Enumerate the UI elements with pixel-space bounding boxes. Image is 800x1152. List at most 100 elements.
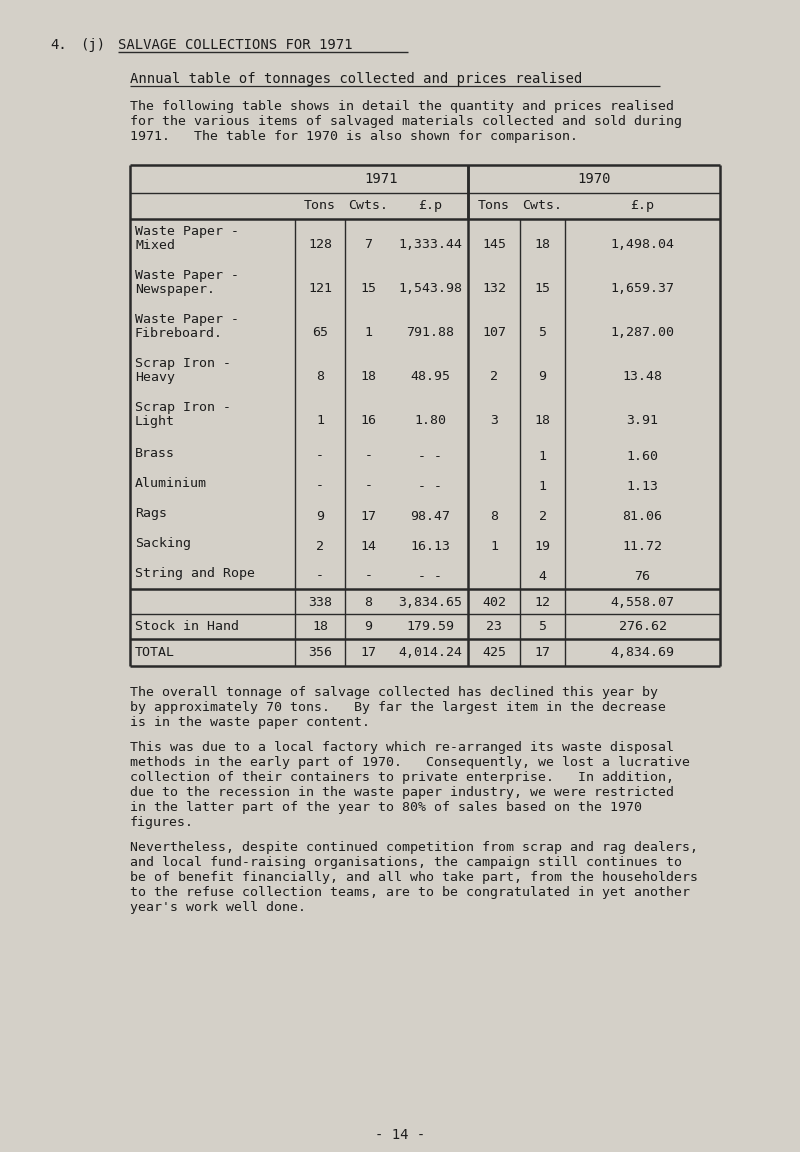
- Text: 17: 17: [361, 646, 377, 659]
- Text: £.p: £.p: [418, 199, 442, 212]
- Text: This was due to a local factory which re-arranged its waste disposal: This was due to a local factory which re…: [130, 741, 674, 755]
- Text: in the latter part of the year to 80% of sales based on the 1970: in the latter part of the year to 80% of…: [130, 801, 642, 814]
- Text: 19: 19: [534, 539, 550, 553]
- Text: Cwts.: Cwts.: [522, 199, 562, 212]
- Text: 1,659.37: 1,659.37: [610, 281, 674, 295]
- Text: 1: 1: [316, 414, 324, 426]
- Text: 76: 76: [634, 569, 650, 583]
- Text: 3,834.65: 3,834.65: [398, 596, 462, 608]
- Text: 8: 8: [490, 509, 498, 523]
- Text: Mixed: Mixed: [135, 238, 175, 252]
- Text: 9: 9: [538, 370, 546, 382]
- Text: to the refuse collection teams, are to be congratulated in yet another: to the refuse collection teams, are to b…: [130, 886, 690, 899]
- Text: 17: 17: [534, 646, 550, 659]
- Text: (j): (j): [80, 38, 105, 52]
- Text: Annual table of tonnages collected and prices realised: Annual table of tonnages collected and p…: [130, 71, 582, 86]
- Text: 11.72: 11.72: [622, 539, 662, 553]
- Text: 3: 3: [490, 414, 498, 426]
- Text: be of benefit financially, and all who take part, from the householders: be of benefit financially, and all who t…: [130, 871, 698, 884]
- Text: 2: 2: [490, 370, 498, 382]
- Text: 14: 14: [361, 539, 377, 553]
- Text: Fibreboard.: Fibreboard.: [135, 327, 223, 340]
- Text: Aluminium: Aluminium: [135, 477, 207, 490]
- Text: Waste Paper -: Waste Paper -: [135, 225, 239, 238]
- Text: 1,333.44: 1,333.44: [398, 237, 462, 250]
- Text: 402: 402: [482, 596, 506, 608]
- Text: 1,287.00: 1,287.00: [610, 326, 674, 339]
- Text: 5: 5: [538, 621, 546, 634]
- Text: Scrap Iron -: Scrap Iron -: [135, 357, 231, 370]
- Text: 8: 8: [316, 370, 324, 382]
- Text: by approximately 70 tons.   By far the largest item in the decrease: by approximately 70 tons. By far the lar…: [130, 702, 666, 714]
- Text: 128: 128: [308, 237, 332, 250]
- Text: 5: 5: [538, 326, 546, 339]
- Text: -: -: [316, 569, 324, 583]
- Text: 1,498.04: 1,498.04: [610, 237, 674, 250]
- Text: 3.91: 3.91: [626, 414, 658, 426]
- Text: 145: 145: [482, 237, 506, 250]
- Text: - -: - -: [418, 479, 442, 493]
- Text: 179.59: 179.59: [406, 621, 454, 634]
- Text: 107: 107: [482, 326, 506, 339]
- Text: 4,014.24: 4,014.24: [398, 646, 462, 659]
- Text: Sacking: Sacking: [135, 537, 191, 550]
- Text: 7: 7: [365, 237, 373, 250]
- Text: for the various items of salvaged materials collected and sold during: for the various items of salvaged materi…: [130, 115, 682, 128]
- Text: Nevertheless, despite continued competition from scrap and rag dealers,: Nevertheless, despite continued competit…: [130, 841, 698, 854]
- Text: - -: - -: [418, 569, 442, 583]
- Text: collection of their containers to private enterprise.   In addition,: collection of their containers to privat…: [130, 771, 674, 785]
- Text: 121: 121: [308, 281, 332, 295]
- Text: Brass: Brass: [135, 447, 175, 460]
- Text: Rags: Rags: [135, 507, 167, 520]
- Text: figures.: figures.: [130, 816, 194, 829]
- Text: 15: 15: [534, 281, 550, 295]
- Text: 1: 1: [490, 539, 498, 553]
- Text: 17: 17: [361, 509, 377, 523]
- Text: year's work well done.: year's work well done.: [130, 901, 306, 914]
- Text: 48.95: 48.95: [410, 370, 450, 382]
- Text: 1.80: 1.80: [414, 414, 446, 426]
- Text: Tons: Tons: [304, 199, 336, 212]
- Text: 18: 18: [534, 414, 550, 426]
- Text: 81.06: 81.06: [622, 509, 662, 523]
- Text: 1971.   The table for 1970 is also shown for comparison.: 1971. The table for 1970 is also shown f…: [130, 130, 578, 143]
- Text: Waste Paper -: Waste Paper -: [135, 270, 239, 282]
- Text: Tons: Tons: [478, 199, 510, 212]
- Text: methods in the early part of 1970.   Consequently, we lost a lucrative: methods in the early part of 1970. Conse…: [130, 756, 690, 770]
- Text: Newspaper.: Newspaper.: [135, 283, 215, 296]
- Text: 16.13: 16.13: [410, 539, 450, 553]
- Text: 1.60: 1.60: [626, 449, 658, 462]
- Text: TOTAL: TOTAL: [135, 646, 175, 659]
- Text: Stock in Hand: Stock in Hand: [135, 621, 239, 634]
- Text: 98.47: 98.47: [410, 509, 450, 523]
- Text: is in the waste paper content.: is in the waste paper content.: [130, 717, 370, 729]
- Text: 4: 4: [538, 569, 546, 583]
- Text: -: -: [316, 479, 324, 493]
- Text: -: -: [365, 569, 373, 583]
- Text: 65: 65: [312, 326, 328, 339]
- Text: Waste Paper -: Waste Paper -: [135, 313, 239, 326]
- Text: Heavy: Heavy: [135, 371, 175, 384]
- Text: -: -: [365, 449, 373, 462]
- Text: 12: 12: [534, 596, 550, 608]
- Text: Cwts.: Cwts.: [349, 199, 389, 212]
- Text: SALVAGE COLLECTIONS FOR 1971: SALVAGE COLLECTIONS FOR 1971: [118, 38, 353, 52]
- Text: The overall tonnage of salvage collected has declined this year by: The overall tonnage of salvage collected…: [130, 685, 658, 699]
- Text: 1,543.98: 1,543.98: [398, 281, 462, 295]
- Text: 1970: 1970: [578, 172, 610, 185]
- Text: 13.48: 13.48: [622, 370, 662, 382]
- Text: 4,558.07: 4,558.07: [610, 596, 674, 608]
- Text: -: -: [365, 479, 373, 493]
- Text: 18: 18: [361, 370, 377, 382]
- Text: due to the recession in the waste paper industry, we were restricted: due to the recession in the waste paper …: [130, 786, 674, 799]
- Text: 132: 132: [482, 281, 506, 295]
- Text: 9: 9: [316, 509, 324, 523]
- Text: 23: 23: [486, 621, 502, 634]
- Text: 4,834.69: 4,834.69: [610, 646, 674, 659]
- Text: 1.13: 1.13: [626, 479, 658, 493]
- Text: 1971: 1971: [365, 172, 398, 185]
- Text: 1: 1: [538, 479, 546, 493]
- Text: String and Rope: String and Rope: [135, 567, 255, 579]
- Text: - 14 -: - 14 -: [375, 1128, 425, 1142]
- Text: 18: 18: [534, 237, 550, 250]
